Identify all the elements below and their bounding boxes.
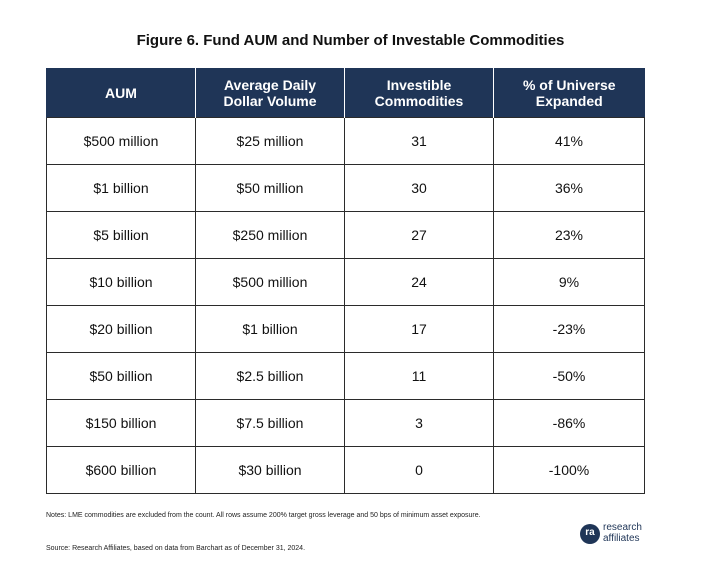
table-row: $10 billion $500 million 24 9% [46,258,645,306]
table-cell-investible-commodities: 3 [344,399,494,447]
logo-wordmark: research affiliates [603,522,673,544]
table-cell-universe-expanded: -23% [493,305,645,353]
table-cell-aum: $600 billion [46,446,196,494]
table-cell-universe-expanded: 9% [493,258,645,306]
table-cell-aum: $5 billion [46,211,196,259]
column-header-universe-expanded: % of Universe Expanded [493,68,645,118]
column-header-aum: AUM [46,68,196,118]
table-cell-average-daily-dollar-volume: $250 million [195,211,345,259]
table-cell-universe-expanded: 41% [493,117,645,165]
table-cell-average-daily-dollar-volume: $2.5 billion [195,352,345,400]
table-row: $600 billion $30 billion 0 -100% [46,446,645,494]
column-header-investible-commodities: Investible Commodities [344,68,494,118]
table-row: $500 million $25 million 31 41% [46,117,645,165]
table-cell-investible-commodities: 31 [344,117,494,165]
table-row: $50 billion $2.5 billion 11 -50% [46,352,645,400]
table-cell-aum: $20 billion [46,305,196,353]
source-text: Source: Research Affiliates, based on da… [46,545,306,552]
table-cell-aum: $50 billion [46,352,196,400]
table-row: $5 billion $250 million 27 23% [46,211,645,259]
table-cell-universe-expanded: -100% [493,446,645,494]
table-cell-universe-expanded: -86% [493,399,645,447]
table-header-row: AUM Average Daily Dollar Volume Investib… [46,68,645,118]
table-cell-average-daily-dollar-volume: $30 billion [195,446,345,494]
table-cell-investible-commodities: 30 [344,164,494,212]
table-row: $150 billion $7.5 billion 3 -86% [46,399,645,447]
logo-line-2: affiliates [603,533,640,544]
table-cell-average-daily-dollar-volume: $25 million [195,117,345,165]
table-cell-aum: $1 billion [46,164,196,212]
table-cell-investible-commodities: 0 [344,446,494,494]
table-cell-average-daily-dollar-volume: $1 billion [195,305,345,353]
logo-mark-icon: ra [580,524,600,544]
table-cell-investible-commodities: 17 [344,305,494,353]
figure-title: Figure 6. Fund AUM and Number of Investa… [136,32,565,49]
commodities-table: AUM Average Daily Dollar Volume Investib… [46,68,645,494]
table-cell-aum: $10 billion [46,258,196,306]
table-cell-average-daily-dollar-volume: $50 million [195,164,345,212]
table-cell-investible-commodities: 27 [344,211,494,259]
notes-text: Notes: LME commodities are excluded from… [46,512,481,519]
logo-line-1: research [603,522,642,533]
table-row: $1 billion $50 million 30 36% [46,164,645,212]
table-cell-average-daily-dollar-volume: $7.5 billion [195,399,345,447]
table-cell-aum: $500 million [46,117,196,165]
table-cell-universe-expanded: 36% [493,164,645,212]
table-cell-investible-commodities: 11 [344,352,494,400]
table-cell-investible-commodities: 24 [344,258,494,306]
table-cell-average-daily-dollar-volume: $500 million [195,258,345,306]
column-header-average-daily-dollar-volume: Average Daily Dollar Volume [195,68,345,118]
table-row: $20 billion $1 billion 17 -23% [46,305,645,353]
table-cell-aum: $150 billion [46,399,196,447]
table-body: $500 million $25 million 31 41% $1 billion $5… [46,117,645,494]
table-cell-universe-expanded: -50% [493,352,645,400]
logo-mark-text: ra [585,527,595,538]
table-cell-universe-expanded: 23% [493,211,645,259]
